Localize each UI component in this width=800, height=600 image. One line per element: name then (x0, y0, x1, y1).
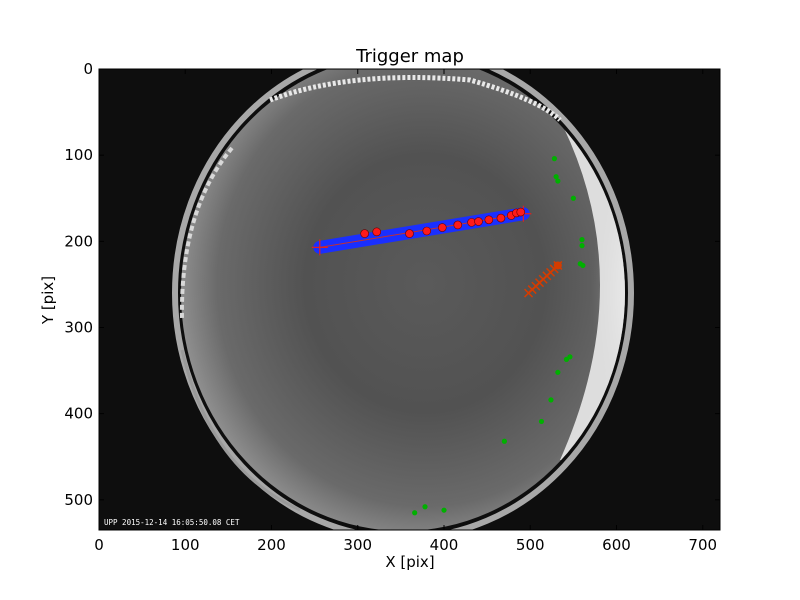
trigger-point (474, 217, 483, 226)
x-tick-label: 100 (171, 536, 200, 554)
trigger-point (405, 229, 414, 238)
x-tick-label: 200 (257, 536, 286, 554)
trigger-point (496, 213, 506, 223)
y-tick-label: 200 (64, 232, 93, 250)
bright-horizon (560, 120, 625, 460)
green-point (580, 262, 586, 269)
trigger-points (360, 207, 526, 238)
green-point (538, 418, 545, 425)
green-point (412, 510, 418, 516)
green-point (563, 356, 570, 362)
track-endpoint-marker (311, 239, 328, 256)
green-point (555, 178, 561, 184)
trigger-point (360, 229, 369, 238)
trigger-point (516, 207, 526, 217)
green-point (555, 369, 561, 375)
green-point (548, 397, 554, 403)
x-tick-label: 0 (94, 536, 104, 554)
green-points (412, 156, 586, 516)
x-tick-label: 300 (343, 536, 372, 554)
secondary-track-end (553, 261, 562, 270)
plot-frame (98, 68, 721, 531)
horizon-lights-left (179, 146, 234, 321)
green-point (501, 438, 507, 444)
x-tick-label: 600 (602, 536, 631, 554)
green-point (441, 507, 447, 513)
y-tick-label: 100 (64, 146, 93, 164)
green-point (551, 156, 558, 162)
x-axis: 0 100 200 300 400 500 600 700 (94, 69, 717, 554)
green-point (422, 504, 428, 510)
y-axis-label: Y [pix] (39, 276, 57, 325)
green-point (579, 237, 585, 243)
x-tick-label: 500 (516, 536, 545, 554)
trigger-point (372, 227, 382, 237)
y-axis: 0 100 200 300 400 500 (64, 60, 720, 509)
green-point (553, 174, 559, 180)
twilight-glow (490, 70, 625, 500)
y-tick-label: 400 (64, 405, 93, 423)
x-tick-label: 700 (688, 536, 717, 554)
x-tick-label: 400 (430, 536, 459, 554)
y-tick-label: 500 (64, 491, 93, 509)
trigger-point (422, 226, 432, 236)
horizon-lights-top (269, 75, 562, 122)
plot-area: UPP 2015-12-14 16:05:50.08 CET (99, 69, 720, 530)
trigger-point (437, 223, 447, 232)
y-tick-label: 0 (83, 60, 93, 78)
horizon-lower-left (180, 349, 301, 512)
green-point (579, 243, 585, 249)
green-point (570, 195, 576, 201)
fisheye-outer-ring (172, 69, 634, 530)
chart-title: Trigger map (355, 46, 464, 67)
y-tick-label: 300 (64, 319, 93, 337)
trigger-point (484, 215, 494, 225)
trigger-point (453, 220, 463, 230)
timestamp-label: UPP 2015-12-14 16:05:50.08 CET (104, 518, 240, 527)
x-axis-label: X [pix] (385, 553, 434, 571)
